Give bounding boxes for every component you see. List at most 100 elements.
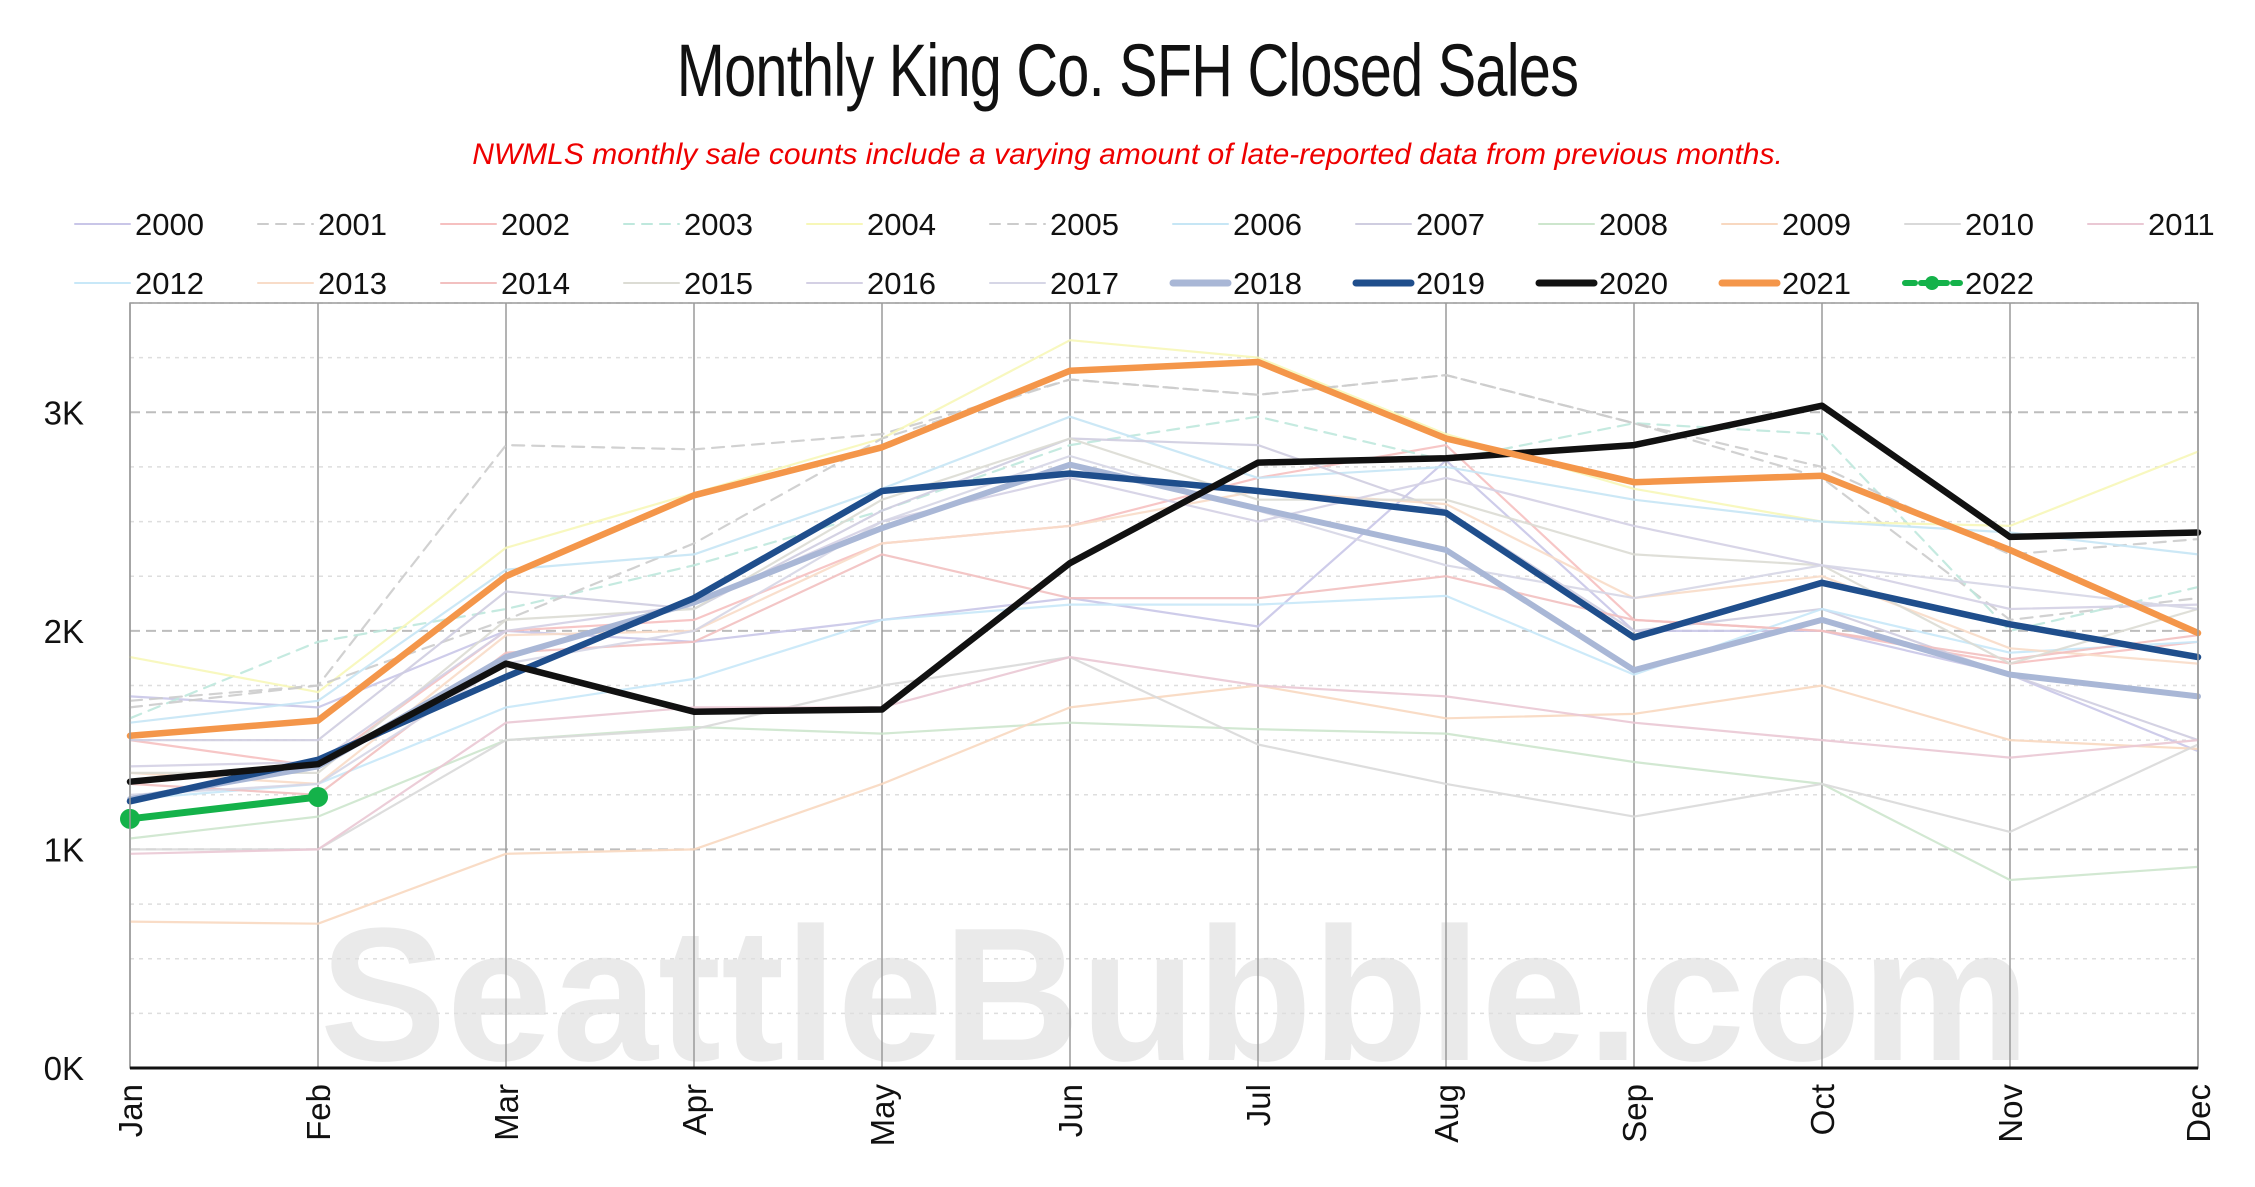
legend-label: 2019: [1416, 266, 1485, 301]
legend-label: 2009: [1782, 207, 1851, 242]
series-line-2002: [128, 444, 2200, 768]
series-2012: [128, 594, 2200, 801]
legend-item-2007: 2007: [1355, 207, 1485, 242]
legend-label: 2002: [501, 207, 570, 242]
legend-label: 2014: [501, 266, 570, 301]
series-line-2021: [126, 358, 2202, 740]
series-line-2016: [128, 476, 2200, 768]
legend-item-2018: 2018: [1169, 266, 1302, 301]
legend-item-2000: 2000: [74, 207, 204, 242]
legend-label: 2010: [1965, 207, 2034, 242]
series-line-2000: [128, 459, 2200, 753]
legend-item-2013: 2013: [257, 266, 387, 301]
x-tick-label-sep: Sep: [1616, 1084, 1653, 1143]
x-tick-label-feb: Feb: [300, 1084, 337, 1141]
legend-item-2011: 2011: [2087, 207, 2215, 242]
series-2008: [128, 721, 2200, 882]
legend-label: 2007: [1416, 207, 1485, 242]
legend-label: 2000: [135, 207, 204, 242]
series-2000: [128, 459, 2200, 753]
legend-item-2004: 2004: [806, 207, 936, 242]
legend-item-2012: 2012: [74, 266, 204, 301]
series-2015: [128, 437, 2200, 774]
chart-title: Monthly King Co. SFH Closed Sales: [676, 29, 1579, 112]
axes: 0K 1K 2K 3K Jan Feb Mar Apr May Jun Jul Aug Sep Oct No…: [44, 394, 2217, 1146]
series-2001: [128, 374, 2200, 702]
legend-label: 2020: [1599, 266, 1668, 301]
legend-label: 2013: [318, 266, 387, 301]
x-tick-label-may: May: [864, 1084, 901, 1147]
x-tick-label-oct: Oct: [1804, 1084, 1841, 1135]
legend-item-2019: 2019: [1352, 266, 1485, 301]
legend-label: 2016: [867, 266, 936, 301]
frame-layer: [129, 302, 2199, 1070]
series-2019: [126, 470, 2202, 805]
series-line-2006: [128, 415, 2200, 724]
series-2002: [128, 444, 2200, 768]
legend-item-2015: 2015: [623, 266, 753, 301]
series-line-2010: [128, 656, 2200, 851]
y-tick-label: 2K: [44, 613, 84, 650]
legend-label: 2021: [1782, 266, 1851, 301]
legend-label: 2012: [135, 266, 204, 301]
series-layer: [120, 339, 2202, 925]
x-tick-label-mar: Mar: [488, 1084, 525, 1141]
series-line-2019: [126, 470, 2202, 805]
watermark-layer: SeattleBubble.com: [320, 889, 2030, 1101]
series-line-2003: [128, 415, 2200, 720]
chart-subtitle: NWMLS monthly sale counts include a vary…: [472, 138, 1783, 171]
x-tick-label-nov: Nov: [1992, 1084, 2029, 1143]
x-tick-label-aug: Aug: [1428, 1084, 1465, 1143]
legend-label: 2017: [1050, 266, 1119, 301]
y-tick-label: 1K: [44, 831, 84, 868]
x-tick-label-apr: Apr: [676, 1084, 713, 1135]
series-line-2007: [128, 437, 2200, 742]
data-point-2022-feb: [308, 786, 328, 807]
series-2011: [128, 656, 2200, 855]
series-2003: [128, 415, 2200, 720]
legend-item-2010: 2010: [1904, 207, 2034, 242]
legend-item-2003: 2003: [623, 207, 753, 242]
series-line-2005: [128, 374, 2200, 709]
legend-item-2001: 2001: [257, 207, 387, 242]
x-tick-label-jan: Jan: [112, 1084, 149, 1137]
legend-item-2008: 2008: [1538, 207, 1668, 242]
legend-label: 2006: [1233, 207, 1302, 242]
legend-item-2016: 2016: [806, 266, 936, 301]
series-line-2009: [128, 684, 2200, 925]
legend: 2000 2001 2002 2003 2004 2005 2006 2007 2008 2009…: [74, 207, 2215, 301]
legend-label: 2001: [318, 207, 387, 242]
series-2010: [128, 656, 2200, 851]
legend-item-2005: 2005: [989, 207, 1119, 242]
legend-label: 2003: [684, 207, 753, 242]
watermark-text: SeattleBubble.com: [320, 889, 2030, 1101]
x-tick-label-jul: Jul: [1240, 1084, 1277, 1126]
series-2006: [128, 415, 2200, 724]
legend-item-2017: 2017: [989, 266, 1119, 301]
legend-item-2021: 2021: [1718, 266, 1851, 301]
series-2009: [128, 684, 2200, 925]
series-2007: [128, 437, 2200, 742]
legend-label: 2008: [1599, 207, 1668, 242]
legend-item-2002: 2002: [440, 207, 570, 242]
x-tick-label-jun: Jun: [1052, 1084, 1089, 1137]
grid-layer: [129, 302, 2199, 1068]
series-line-2001: [128, 374, 2200, 702]
y-tick-label: 0K: [44, 1050, 84, 1087]
series-2016: [128, 476, 2200, 768]
legend-label: 2004: [867, 207, 936, 242]
y-tick-label: 3K: [44, 394, 84, 431]
series-2005: [128, 374, 2200, 709]
series-2020: [126, 402, 2202, 785]
legend-marker: [1925, 276, 1939, 290]
x-tick-label-dec: Dec: [2180, 1084, 2217, 1143]
legend-label: 2005: [1050, 207, 1119, 242]
legend-item-2006: 2006: [1172, 207, 1302, 242]
series-2018: [127, 461, 2201, 803]
series-line-2022: [126, 793, 322, 823]
legend-item-2014: 2014: [440, 266, 570, 301]
legend-item-2020: 2020: [1535, 266, 1668, 301]
series-line-2018: [127, 461, 2201, 803]
series-2021: [126, 358, 2202, 740]
